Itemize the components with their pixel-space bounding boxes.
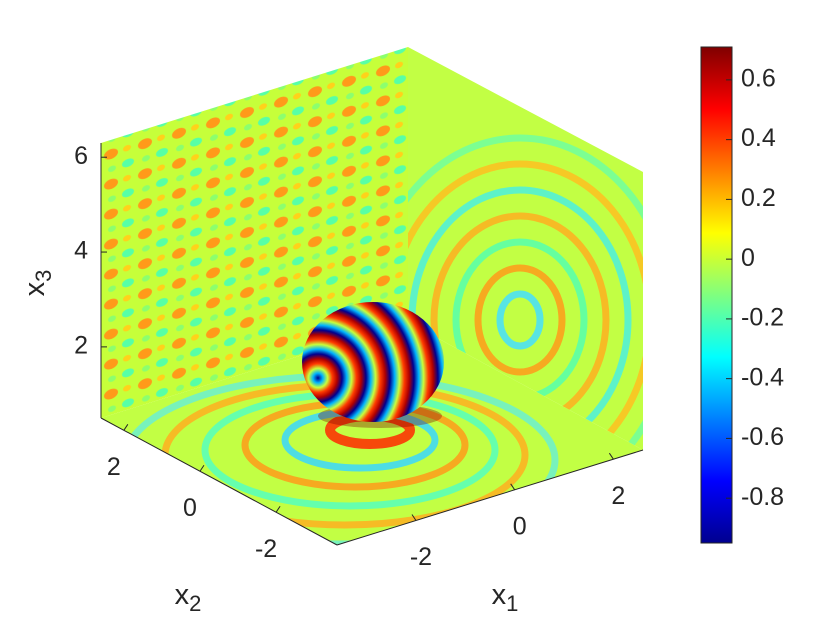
axis-label-subscript: 1 <box>506 591 518 616</box>
axis-label: x2 <box>175 579 202 616</box>
axis-line <box>100 417 338 546</box>
colorbar-frame <box>700 46 733 544</box>
colorbar-tick-label: -0.4 <box>741 363 784 391</box>
axis-label-subscript: 3 <box>31 270 56 282</box>
z-tick-label: 6 <box>74 142 88 170</box>
colorbar-tick-label: -0.8 <box>741 483 784 511</box>
x-tick-label: 2 <box>611 482 625 510</box>
y-tick <box>123 424 129 431</box>
axis-label: x1 <box>492 579 519 616</box>
y-tick-label: 2 <box>107 453 121 481</box>
y-tick <box>275 505 281 513</box>
x-tick-label: 0 <box>513 512 527 540</box>
axis-label-base: x <box>175 579 190 611</box>
z-tick-label: 4 <box>74 237 88 265</box>
colorbar-tick-label: -0.6 <box>741 423 784 451</box>
x-tick <box>411 514 417 521</box>
axis-label: x3 <box>19 270 56 297</box>
axis-line <box>336 449 644 546</box>
sphere <box>302 302 444 422</box>
colorbar-tick-label: 0 <box>741 244 755 272</box>
axes-box <box>100 143 644 546</box>
axis-label-base: x <box>19 281 51 296</box>
y-tick-label: 0 <box>183 494 197 522</box>
y-tick-label: -2 <box>255 535 277 563</box>
colorbar-tick-label: -0.2 <box>741 304 784 332</box>
colorbar-tick-label: 0.6 <box>741 64 776 92</box>
z-tick-label: 2 <box>74 331 88 359</box>
x-tick <box>510 483 516 491</box>
x-tick-label: -2 <box>410 543 432 571</box>
y-tick <box>199 464 205 472</box>
x-tick <box>608 452 614 460</box>
axis-label-subscript: 2 <box>189 591 201 616</box>
field-panels <box>101 47 643 545</box>
axis-label-base: x <box>492 579 507 611</box>
colorbar-tick-label: 0.2 <box>741 184 776 212</box>
colorbar-tick-label: 0.4 <box>741 124 776 152</box>
colorbar <box>701 47 732 543</box>
